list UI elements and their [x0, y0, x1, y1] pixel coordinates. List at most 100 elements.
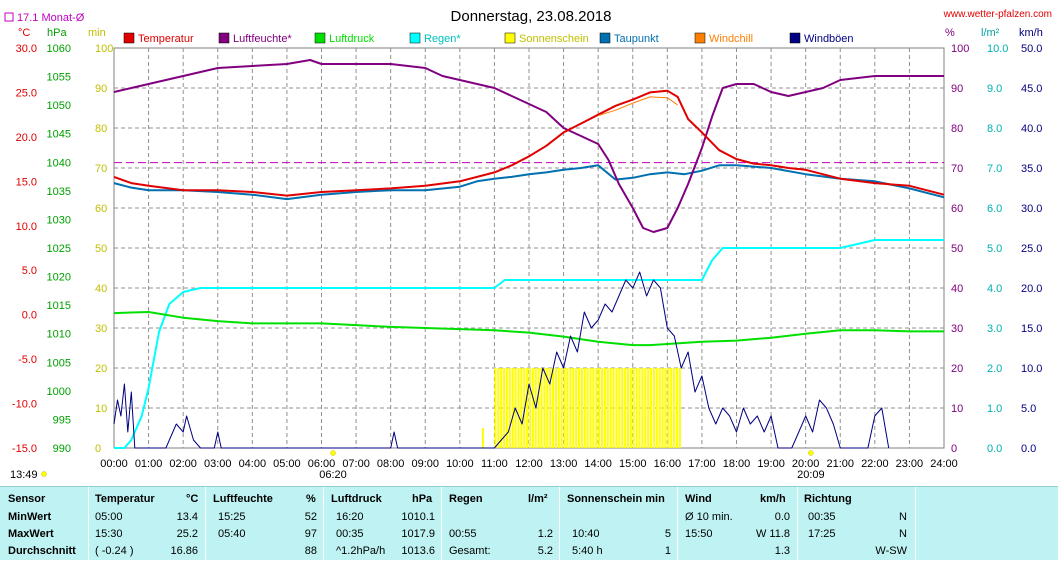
stats-wind-val: W 11.8: [755, 528, 790, 540]
sun-bar: [546, 368, 549, 448]
stats-temp-time: 15:30: [95, 528, 123, 540]
chart-title: Donnerstag, 23.08.2018: [451, 8, 612, 25]
time-markers: 06:20 20:09 13:49: [10, 450, 825, 481]
hdr-press-unit: hPa: [412, 493, 433, 505]
unit-wind: km/h: [1019, 27, 1043, 39]
sun-bar: [601, 368, 604, 448]
sun-bar: [592, 368, 595, 448]
xtick-18: 18:00: [723, 458, 751, 470]
xtick-21: 21:00: [826, 458, 854, 470]
stats-hum-val: 52: [304, 511, 317, 523]
xtick-2: 02:00: [169, 458, 197, 470]
monthly-avg-legend: 17.1 Monat-Ø: [4, 12, 85, 24]
sun-bar: [508, 368, 511, 448]
hdr-temp: Temperatur: [95, 493, 155, 505]
hdr-sensor: Sensor: [8, 493, 46, 505]
stats-dir-val: N: [899, 528, 907, 540]
xtick-16: 16:00: [654, 458, 682, 470]
tick-pressure_hpa-3: 1045: [47, 129, 71, 141]
xtick-19: 19:00: [757, 458, 785, 470]
tick-humidity_pct-0: 100: [951, 43, 969, 55]
sun-bar: [511, 368, 514, 448]
tick-wind_kmh-8: 10.0: [1021, 363, 1042, 375]
tick-humidity_pct-6: 40: [951, 283, 963, 295]
sun-bar: [523, 368, 526, 448]
sun-bar: [566, 368, 569, 448]
tick-wind_kmh-4: 30.0: [1021, 203, 1042, 215]
tick-humidity_pct-4: 60: [951, 203, 963, 215]
sun-bar: [658, 368, 661, 448]
sun-bar: [580, 368, 583, 448]
sun-bar: [503, 368, 506, 448]
tick-wind_kmh-7: 15.0: [1021, 323, 1042, 335]
unit-rain: l/m²: [981, 27, 1000, 39]
legend-swatch-4: [504, 32, 516, 44]
stats-press-val: 1013.6: [401, 545, 435, 557]
tick-temp_c-6: 0.0: [22, 310, 37, 322]
series-temperatur: [113, 89, 945, 197]
sun-bar: [678, 368, 681, 448]
legend-swatch-2: [314, 32, 326, 44]
series-luftdruck: [113, 311, 944, 347]
tick-wind_kmh-10: 0.0: [1021, 443, 1036, 455]
stats-temp-time: ( -0.24 ): [95, 545, 134, 557]
hdr-hum: Luftfeuchte: [213, 493, 273, 505]
sun-bar: [505, 368, 508, 448]
sun-bar: [615, 368, 618, 448]
stats-sun-time: 10:40: [572, 528, 600, 540]
sunset-dot: [808, 450, 814, 456]
tick-rain_lm2-6: 4.0: [987, 283, 1002, 295]
xtick-13: 13:00: [550, 458, 578, 470]
tick-rain_lm2-8: 2.0: [987, 363, 1002, 375]
tick-sun_min-4: 60: [95, 203, 107, 215]
tick-sun_min-8: 20: [95, 363, 107, 375]
sun-bar: [652, 368, 655, 448]
sun-bar: [586, 368, 589, 448]
tick-rain_lm2-1: 9.0: [987, 83, 1002, 95]
stats-wind-val: 0.0: [774, 511, 790, 523]
stats-rain-time: 00:55: [449, 528, 477, 540]
xtick-8: 08:00: [377, 458, 405, 470]
tick-sun_min-7: 30: [95, 323, 107, 335]
monthly-avg-label: 17.1 Monat-Ø: [17, 12, 85, 24]
stats-hum-time: 05:40: [218, 528, 246, 540]
sun-bar: [647, 368, 650, 448]
tick-temp_c-3: 15.0: [16, 176, 37, 188]
hdr-hum-unit: %: [306, 493, 316, 505]
tick-temp_c-2: 20.0: [16, 132, 37, 144]
legend-label-4: Sonnenschein: [519, 33, 589, 45]
tick-pressure_hpa-8: 1020: [47, 272, 71, 284]
site-url: www.wetter-pfalzen.com: [943, 9, 1052, 20]
tick-pressure_hpa-0: 1060: [47, 43, 71, 55]
tick-sun_min-2: 80: [95, 123, 107, 135]
hdr-dir: Richtung: [804, 493, 852, 505]
sun-bar: [603, 368, 606, 448]
sun-bar: [526, 368, 529, 448]
sun-bar: [667, 368, 670, 448]
stats-press-val: 1010.1: [401, 511, 435, 523]
legend-label-0: Temperatur: [138, 33, 194, 45]
tick-humidity_pct-5: 50: [951, 243, 963, 255]
sun-bar: [494, 368, 497, 448]
legend-swatch-0: [123, 32, 135, 44]
legend-swatch-6: [694, 32, 706, 44]
tick-wind_kmh-5: 25.0: [1021, 243, 1042, 255]
tick-pressure_hpa-9: 1015: [47, 300, 71, 312]
stats-wind-time: Ø 10 min.: [685, 511, 733, 523]
tick-sun_min-3: 70: [95, 163, 107, 175]
xtick-17: 17:00: [688, 458, 716, 470]
tick-temp_c-0: 30.0: [16, 43, 37, 55]
tick-humidity_pct-10: 0: [951, 443, 957, 455]
stats-header-row: Sensor Temperatur °C Luftfeuchte % Luftd…: [0, 493, 1058, 509]
legend-label-1: Luftfeuchte*: [233, 33, 292, 45]
stats-temp-val: 25.2: [176, 528, 198, 540]
stats-hum-val: 97: [304, 528, 317, 540]
xtick-10: 10:00: [446, 458, 474, 470]
stats-rain-time: Gesamt:: [449, 545, 491, 557]
sun-bar: [664, 368, 667, 448]
sun-bar: [626, 368, 629, 448]
legend-label-6: Windchill: [709, 33, 753, 45]
series-windben: [113, 271, 890, 449]
xtick-7: 07:00: [342, 458, 370, 470]
legend-swatch-7: [789, 32, 801, 44]
